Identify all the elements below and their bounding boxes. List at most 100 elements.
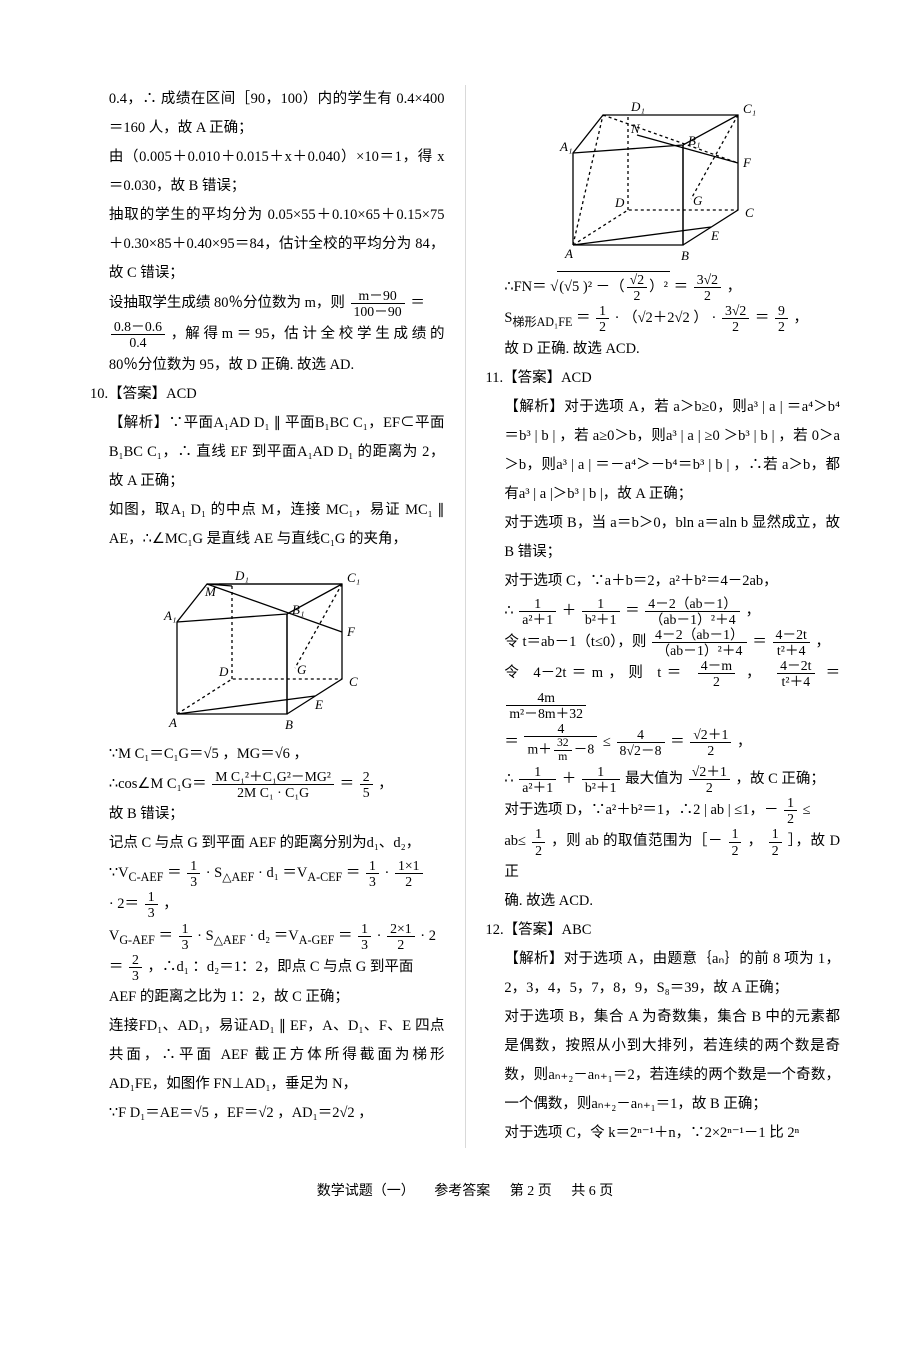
- denominator: （ab－1）²＋4: [652, 643, 747, 658]
- denominator: 2: [775, 319, 788, 334]
- fraction: 4mm²－8m＋32: [506, 690, 586, 721]
- equation: ab≤ 12 ，则 ab 的取值范围为［－ 12 ， 12 ］，故 D 正: [486, 826, 841, 886]
- equation: ∴FN＝ √ (√5 )² －（√22）² ＝ 3√22 ，: [486, 271, 841, 303]
- equation: ∴ 1a²＋1 ＋ 1b²＋1 最大值为 √2＋12 ，故 C 正确；: [486, 764, 841, 795]
- para: 【解析】∵平面A₁AD D₁ ∥ 平面B₁BC C₁，EF⊂平面B₁BC C₁，…: [90, 409, 445, 496]
- para: 对于选项 C，令 k＝2ⁿ⁻¹＋n，∵2×2ⁿ⁻¹－1 比 2ⁿ: [486, 1119, 841, 1148]
- numerator: 1: [582, 596, 620, 612]
- text: ∵V: [109, 865, 129, 881]
- vertex-label: G: [693, 193, 703, 208]
- text: 最大值为: [625, 771, 683, 787]
- fraction: 4－m2: [698, 658, 735, 689]
- fraction: M C₁²＋C₁G²－MG² 2M C₁ · C₁G: [212, 769, 334, 800]
- denominator: b²＋1: [582, 780, 620, 795]
- footer-page: 第 2 页: [510, 1184, 552, 1199]
- text: ＝: [338, 928, 353, 944]
- vertex-label: A: [168, 715, 177, 730]
- fraction: 13: [358, 921, 371, 952]
- footer-total: 共 6 页: [571, 1184, 613, 1199]
- fraction: √2＋12: [690, 727, 731, 758]
- text: ＝: [109, 959, 124, 975]
- vertex-label: E: [710, 228, 719, 243]
- equation: ∴ 1a²＋1 ＋ 1b²＋1 ＝ 4－2（ab－1）（ab－1）²＋4 ，: [486, 596, 841, 627]
- equation: 令 t＝ab－1（t≤0），则 4－2（ab－1）（ab－1）²＋4 ＝ 4－2…: [486, 627, 841, 658]
- para: 抽取的学生的平均分为 0.05×55＋0.10×65＋0.15×75＋0.30×…: [90, 201, 445, 288]
- vertex-label: A₁: [559, 139, 572, 154]
- numerator: 9: [775, 303, 788, 319]
- vertex-label: B: [681, 248, 689, 263]
- numerator: 1: [145, 889, 158, 905]
- text: ab≤: [504, 833, 526, 849]
- fraction: 2×12: [387, 921, 415, 952]
- text: ∴: [504, 603, 513, 619]
- text: ＝: [826, 665, 841, 681]
- fraction: 4－2tt²＋4: [777, 658, 814, 689]
- numerator: M C₁²＋C₁G²－MG²: [212, 769, 334, 785]
- fraction: m－90 100－90: [351, 288, 405, 319]
- para: 设抽取学生成绩 80％分位数为 m，则 m－90 100－90 ＝: [90, 288, 445, 319]
- text: ，: [746, 603, 761, 619]
- numerator: 1: [582, 764, 620, 780]
- text: m＋: [527, 742, 551, 757]
- denominator: 2: [387, 937, 415, 952]
- fraction: 92: [775, 303, 788, 334]
- fraction: 13: [145, 889, 158, 920]
- numerator: 1: [519, 764, 556, 780]
- equation: · 2＝ 13 ，: [90, 889, 445, 920]
- para: 【解析】对于选项 A，若 a＞b≥0，则a³ | a | ＝a⁴＞b⁴＝b³ |…: [486, 393, 841, 509]
- numerator: √2: [627, 272, 647, 288]
- text: · S: [197, 928, 214, 944]
- text: (√5 )² －: [559, 279, 610, 295]
- question-10-answer: 10.【答案】ACD: [90, 380, 445, 409]
- text: ∴cos∠M C₁G＝: [109, 776, 207, 792]
- denominator: 3: [145, 905, 158, 920]
- numerator: 2×1: [387, 921, 415, 937]
- denominator: t²＋4: [773, 643, 810, 658]
- text: ·: [377, 928, 385, 944]
- fraction: 3√22: [694, 272, 721, 303]
- text: ，: [163, 896, 178, 912]
- cube-figure-1: A B C D A₁ B₁ C₁ D₁ M E F G: [157, 564, 377, 734]
- numerator: 1: [519, 596, 556, 612]
- sub: △AEF: [214, 932, 246, 946]
- fraction: 48√2－8: [617, 727, 665, 758]
- fraction: 4－2（ab－1）（ab－1）²＋4: [645, 596, 740, 627]
- text: ＝: [752, 634, 767, 650]
- denominator: （ab－1）²＋4: [645, 612, 740, 627]
- text: V: [109, 928, 119, 944]
- text: 令 4－2t＝m，则 t＝: [504, 665, 686, 681]
- vertex-label: B₁: [688, 133, 700, 148]
- fraction: 12: [532, 826, 545, 857]
- text: ＝: [346, 865, 361, 881]
- fraction: 1a²＋1: [519, 596, 556, 627]
- equation: S梯形AD₁FE ＝ 12 · （√2＋2√2 ） · 3√22 ＝ 92 ，: [486, 303, 841, 334]
- numerator: 0.8－0.6: [111, 319, 165, 335]
- text: ，: [746, 665, 766, 681]
- fraction: 4－2tt²＋4: [773, 627, 810, 658]
- numerator: 4－m: [698, 658, 735, 674]
- footer-subject: 数学试题（一）: [317, 1184, 415, 1199]
- denominator: 3: [187, 874, 200, 889]
- numerator: √2＋1: [690, 727, 731, 743]
- para: 由（0.005＋0.010＋0.015＋x＋0.040）×10＝1，得 x＝0.…: [90, 143, 445, 201]
- fraction: 1×12: [395, 858, 423, 889]
- denominator: 2: [395, 874, 423, 889]
- para: 对于选项 B，当 a＝b＞0，bln a＝aln b 显然成立，故 B 错误；: [486, 509, 841, 567]
- text: · d₁ ＝V: [258, 865, 307, 881]
- equation: ＝ 4 m＋32m－8 ≤ 48√2－8 ＝ √2＋12 ，: [486, 721, 841, 764]
- text: ≤: [603, 734, 611, 750]
- fraction: 12: [729, 826, 742, 857]
- denominator: 2: [694, 288, 721, 303]
- text: ＝: [410, 295, 425, 311]
- denominator: 8√2－8: [617, 743, 665, 758]
- page-footer: 数学试题（一） 参考答案 第 2 页 共 6 页: [90, 1178, 840, 1206]
- numerator: 4m: [506, 690, 586, 706]
- denominator: 2: [698, 674, 735, 689]
- text: ∴FN＝: [504, 279, 546, 295]
- sub: 梯形AD₁FE: [512, 315, 572, 329]
- question-11-answer: 11.【答案】ACD: [486, 364, 841, 393]
- right-column: A B C D A₁ B₁ C₁ D₁ E F G N ∴FN＝ √ (√5 ): [486, 85, 841, 1148]
- text: · S: [206, 865, 223, 881]
- text: ，: [737, 734, 752, 750]
- denominator: 2: [532, 843, 545, 858]
